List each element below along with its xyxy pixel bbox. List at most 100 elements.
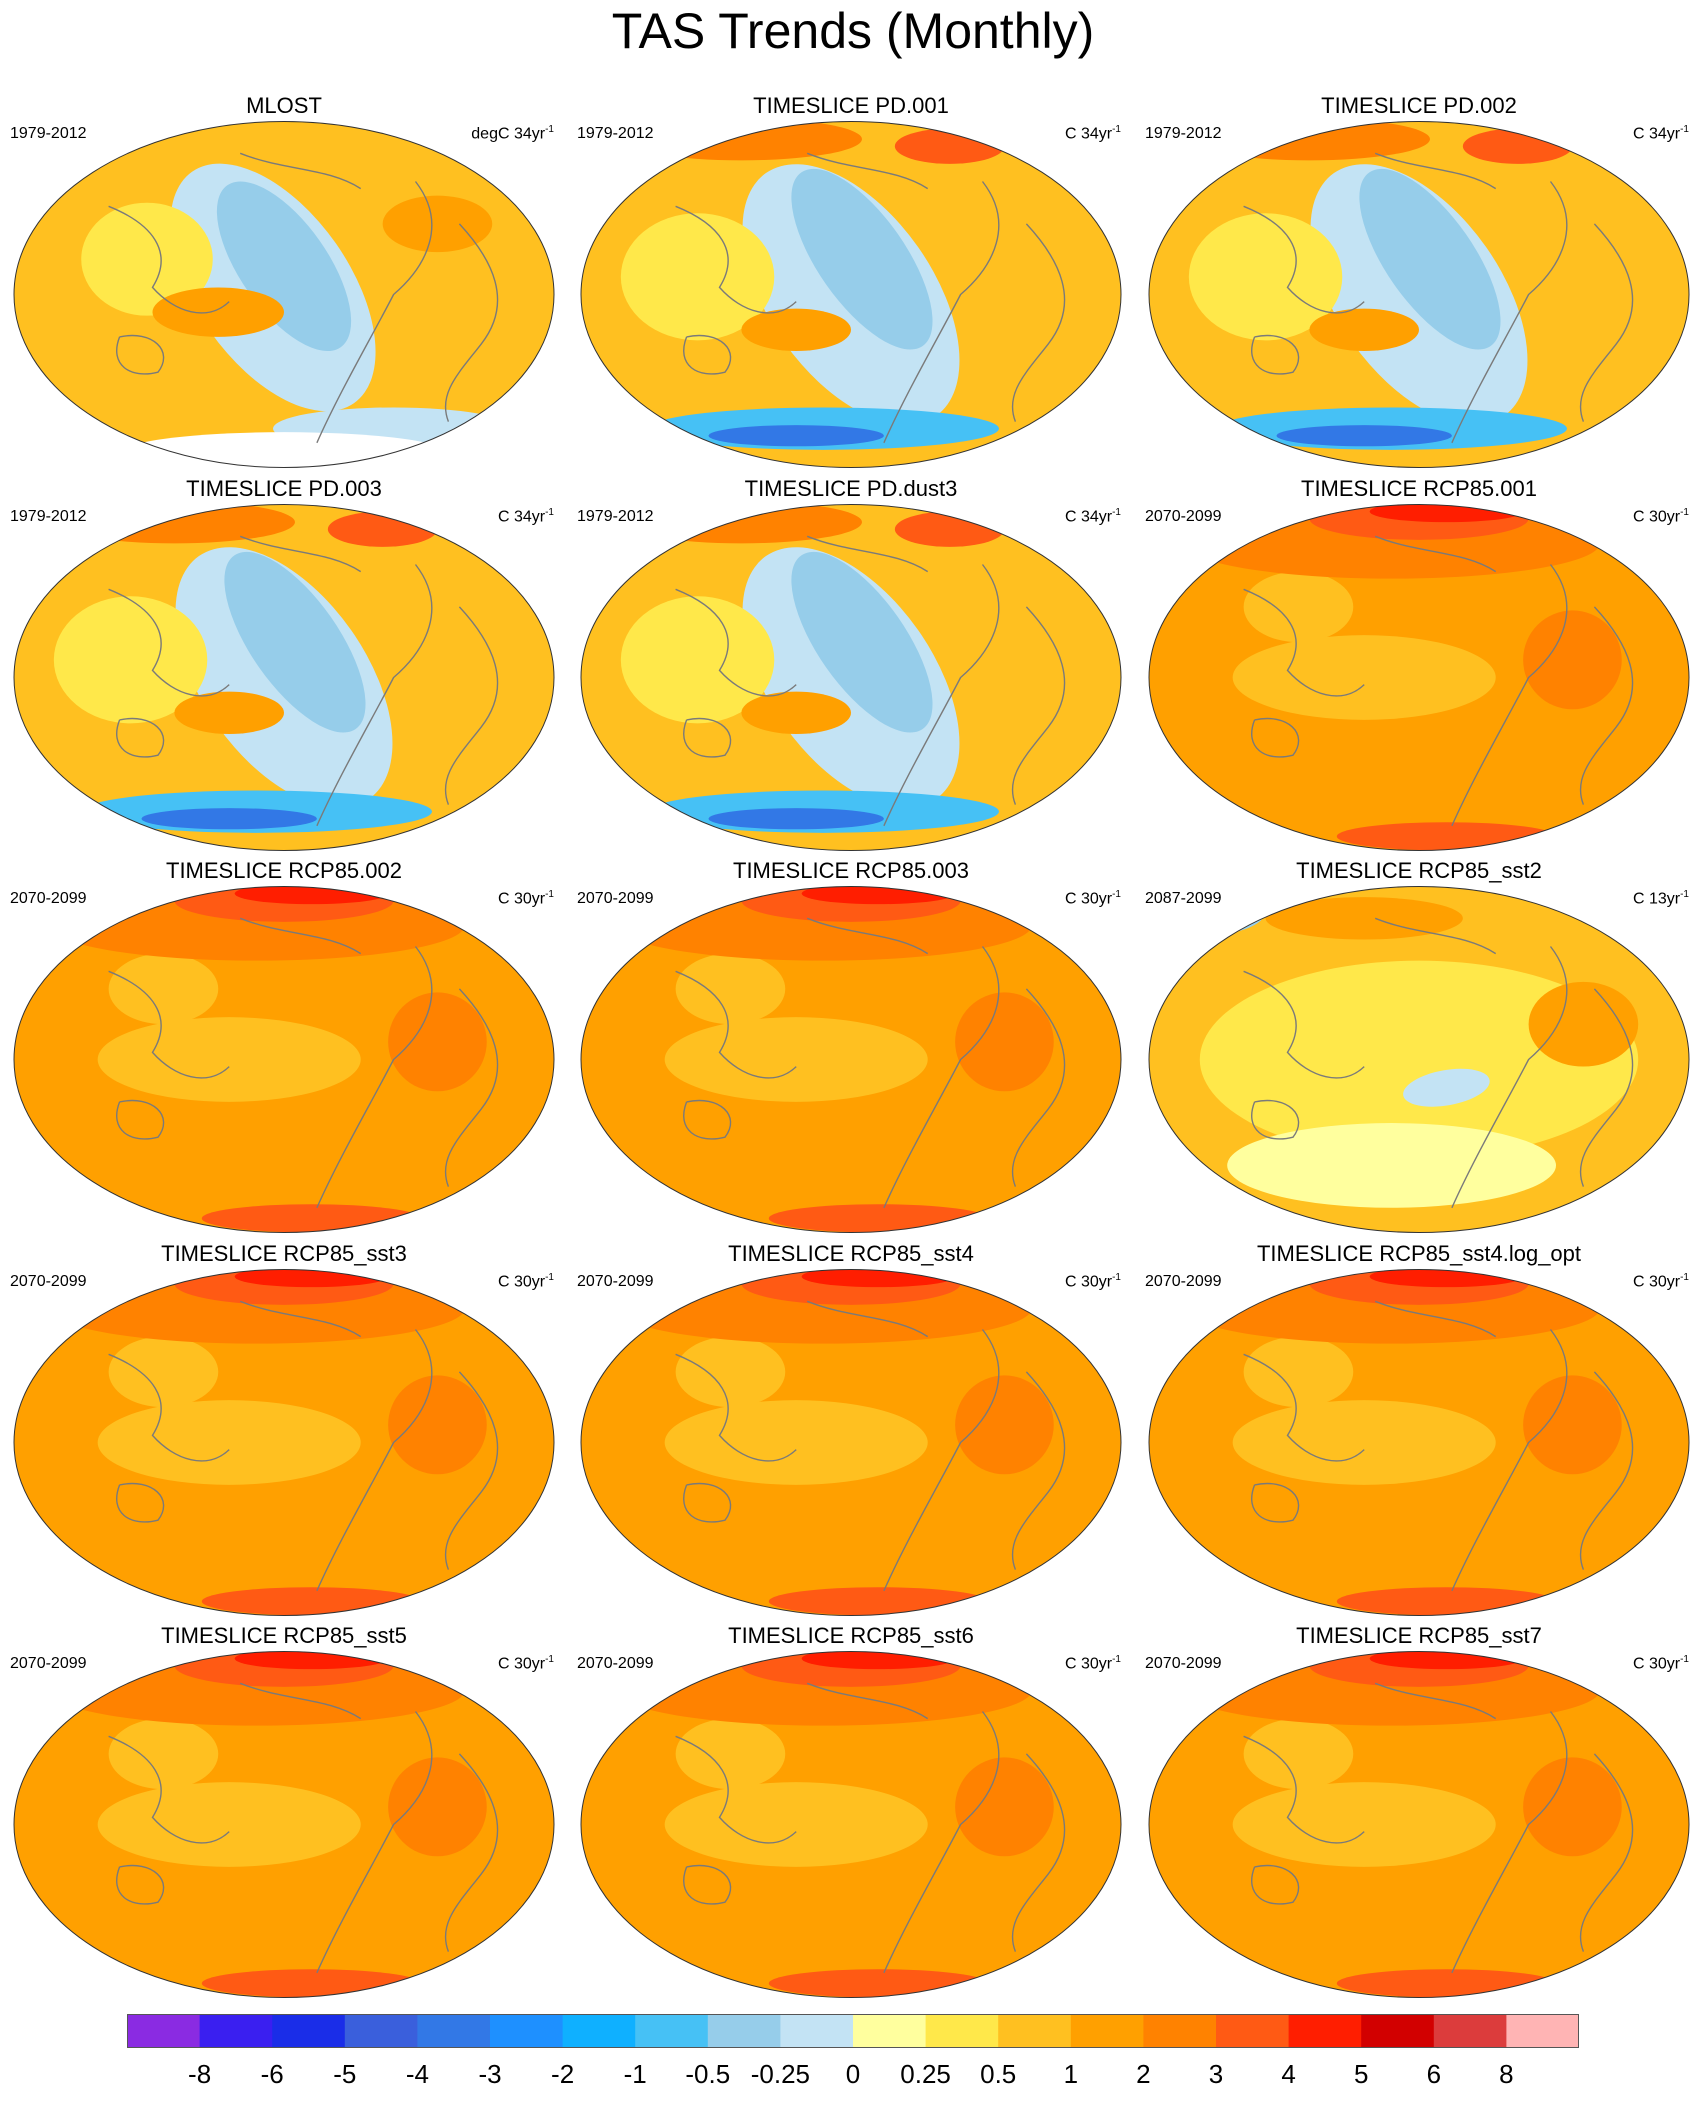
panel-period: 1979-2012: [1145, 125, 1222, 142]
world-map: [13, 1651, 555, 1998]
colorbar-tick-label: -8: [188, 2059, 212, 2089]
colorbar-tick-label: 2: [1136, 2059, 1151, 2089]
map-outline: [13, 1651, 555, 1998]
panel-units-exponent: -1: [1680, 1272, 1689, 1283]
world-map: [1148, 121, 1690, 468]
trend-region: [152, 287, 284, 337]
colorbar-swatch: [1143, 2014, 1217, 2048]
panel-period: 1979-2012: [10, 125, 87, 142]
panel-units-exponent: -1: [1112, 889, 1121, 900]
trend-region: [741, 691, 851, 734]
panel-units: C 30yr-1: [1632, 507, 1689, 526]
coastline: [1243, 205, 1365, 314]
trend-region: [1243, 1718, 1354, 1790]
world-map: [580, 121, 1122, 468]
colorbar-swatch: [127, 2014, 201, 2048]
coastline: [1243, 970, 1365, 1079]
panel-units: C 30yr-1: [1632, 1272, 1689, 1291]
trend-region: [1336, 822, 1556, 851]
coastline: [1011, 606, 1066, 805]
colorbar-tick-label: 1: [1063, 2059, 1079, 2089]
coastline: [1251, 334, 1300, 375]
coastline: [1579, 988, 1634, 1187]
coastline: [108, 588, 230, 697]
coastline: [116, 334, 165, 375]
trend-region: [234, 1651, 389, 1670]
panel-units-exponent: -1: [1680, 889, 1689, 900]
coastline: [1451, 946, 1568, 1209]
colorbar-tick-label: 0.5: [980, 2059, 1017, 2089]
trend-region: [675, 953, 786, 1025]
map-outline: [580, 1651, 1122, 1998]
trend-region: [675, 1718, 786, 1790]
trend-region: [1403, 1068, 1490, 1107]
map-outline: [13, 504, 555, 851]
coastline: [116, 717, 165, 758]
trend-region: [620, 213, 775, 341]
coastline: [806, 152, 929, 190]
coastline: [883, 946, 1000, 1209]
colorbar-tick-label: -3: [478, 2059, 502, 2089]
map-panel: TIMESLICE RCP85_sst6 2070-2099 C 30yr-1: [567, 1622, 1135, 2005]
trend-region: [1232, 1782, 1496, 1867]
colorbar-tick-label: -4: [405, 2059, 429, 2089]
colorbar-tick-label: -5: [333, 2059, 357, 2089]
panel-period: 2070-2099: [577, 1655, 654, 1672]
colorbar-swatch: [272, 2014, 346, 2048]
map-panel: MLOST 1979-2012 degC 34yr-1: [0, 92, 568, 475]
panel-period: 2070-2099: [577, 1273, 654, 1290]
coastline: [683, 1864, 732, 1905]
coastline: [316, 1711, 433, 1974]
panel-period: 2070-2099: [10, 1273, 87, 1290]
trend-region: [741, 308, 851, 351]
coastline: [316, 946, 433, 1209]
map-panel: TIMESLICE PD.002 1979-2012 C 34yr-1: [1135, 92, 1703, 475]
coastline: [683, 717, 732, 758]
coastline: [675, 588, 797, 697]
panel-period: 1979-2012: [577, 508, 654, 525]
map-panel: TIMESLICE RCP85_sst7 2070-2099 C 30yr-1: [1135, 1622, 1703, 2005]
panel-units: C 30yr-1: [1064, 889, 1121, 908]
colorbar-tick-label: 8: [1499, 2059, 1514, 2089]
colorbar-swatch: [490, 2014, 564, 2048]
coastline: [1374, 1300, 1497, 1338]
colorbar-tick-label: 5: [1353, 2059, 1369, 2089]
coastline: [1451, 181, 1568, 444]
world-map: [1148, 886, 1690, 1233]
panel-period: 2087-2099: [1145, 890, 1222, 907]
map-panel: TIMESLICE RCP85_sst5 2070-2099 C 30yr-1: [0, 1622, 568, 2005]
colorbar-swatch: [417, 2014, 491, 2048]
trend-region: [768, 1204, 988, 1233]
trend-region: [97, 1017, 361, 1102]
coastline: [683, 1482, 732, 1523]
map-panel: TIMESLICE RCP85_sst4.log_opt 2070-2099 C 3…: [1135, 1240, 1703, 1623]
colorbar-labels: -8 -6 -5 -4 -3 -2 -1 -0.5 -0.25 0 0.25 0.5 1 2 3 4 5 6 8: [0, 2058, 1706, 2098]
map-outline: [580, 1269, 1122, 1616]
map-outline: [1148, 1651, 1690, 1998]
trend-region: [1369, 1269, 1524, 1288]
panel-period: 2070-2099: [577, 890, 654, 907]
coastline: [1011, 1371, 1066, 1570]
trend-region: [1523, 610, 1622, 710]
coastline: [116, 1482, 165, 1523]
coastline: [675, 970, 797, 1079]
coastline: [108, 970, 230, 1079]
coastline: [116, 1864, 165, 1905]
coastline: [1579, 223, 1634, 422]
coastline: [806, 535, 929, 573]
panel-period: 2070-2099: [1145, 508, 1222, 525]
coastline: [806, 917, 929, 955]
map-outline: [1148, 121, 1690, 468]
trend-region: [53, 504, 295, 544]
trend-region: [108, 953, 219, 1025]
world-map: [13, 121, 555, 468]
colorbar-tick-label: -6: [260, 2059, 284, 2089]
colorbar-tick-label: -0.5: [685, 2059, 731, 2089]
panel-title: TIMESLICE PD.002: [1321, 93, 1517, 118]
colorbar-swatch: [1506, 2014, 1579, 2048]
trend-region: [388, 1375, 487, 1475]
panel-title: TIMESLICE RCP85_sst5: [161, 1623, 407, 1648]
trend-region: [388, 992, 487, 1092]
coastline: [1011, 1753, 1066, 1952]
coastline: [1374, 917, 1497, 955]
